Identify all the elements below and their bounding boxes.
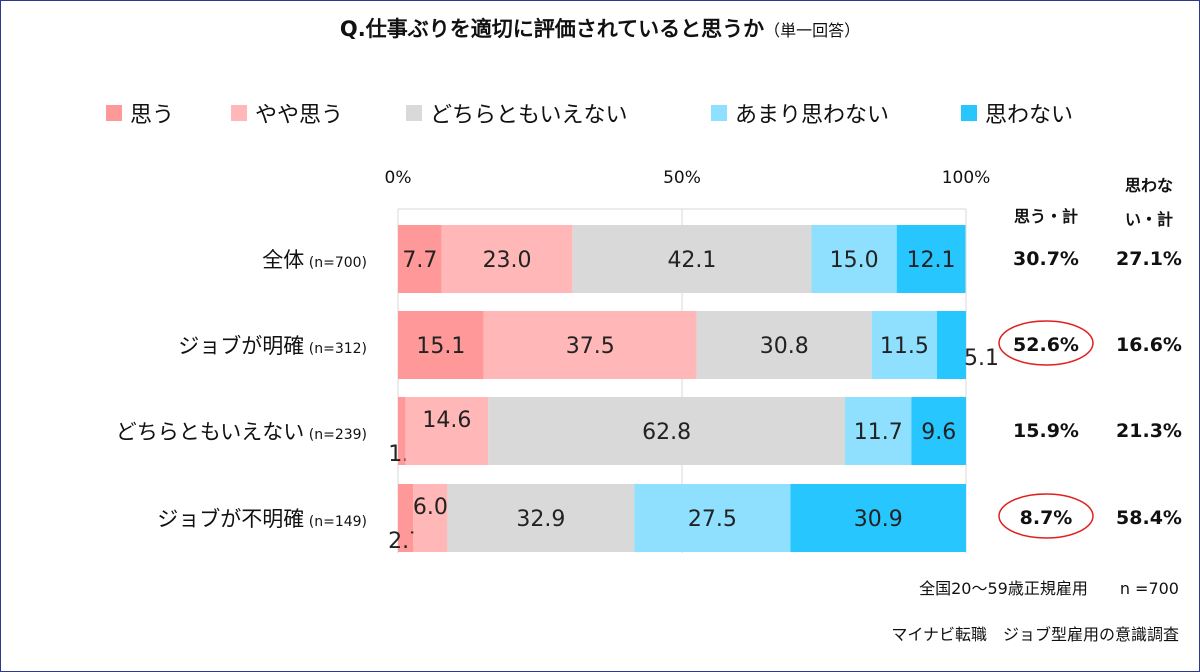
legend-label: 思う: [130, 103, 175, 128]
bar-segment: [811, 225, 897, 293]
data-label: 9.6: [921, 420, 956, 445]
data-label: 32.9: [516, 507, 565, 532]
bar-segment: [405, 397, 489, 465]
legend-swatch: [106, 105, 122, 121]
data-label: 42.1: [667, 248, 716, 273]
x-tick-label: 100%: [941, 168, 991, 188]
data-label: 6.0: [413, 495, 448, 520]
category-label: ジョブが不明確 (n=149): [157, 503, 367, 533]
data-label: 27.5: [688, 507, 737, 532]
bar-segment: [845, 397, 912, 465]
data-label: 15.0: [830, 248, 879, 273]
legend-item: やや思う: [231, 97, 343, 129]
bar-segment: [483, 311, 697, 379]
category-n: (n=149): [304, 514, 367, 530]
legend-item: どちらともいえない: [406, 97, 628, 129]
category-name: 全体: [262, 248, 305, 272]
legend-swatch: [406, 105, 422, 121]
disagree-total: 21.3%: [1116, 420, 1182, 442]
title-sub: （単一回答）: [764, 21, 861, 40]
bar-segment: [896, 225, 966, 293]
agree-total: 30.7%: [1013, 248, 1079, 270]
bar-segment: [871, 311, 938, 379]
data-label: 14.6: [422, 408, 471, 433]
data-label: 37.5: [566, 334, 615, 359]
bar-segment: [572, 225, 812, 293]
title-text: Q.仕事ぶりを適切に評価されていると思うか: [339, 17, 765, 41]
bar-segment: [398, 225, 442, 293]
x-tick-label: 50%: [663, 168, 701, 188]
category-label: ジョブが明確 (n=312): [178, 330, 367, 360]
data-label: 7.7: [402, 248, 437, 273]
bar-segment: [398, 484, 414, 552]
disagree-total: 58.4%: [1116, 507, 1182, 529]
data-label: 62.8: [642, 420, 691, 445]
agree-total: 8.7%: [1019, 507, 1073, 529]
bar-segment: [911, 397, 966, 465]
legend-label: やや思う: [255, 103, 344, 128]
chart-title: Q.仕事ぶりを適切に評価されていると思うか（単一回答）: [1, 13, 1199, 43]
bar-segment: [634, 484, 791, 552]
data-label: 5.1: [964, 346, 999, 371]
agree-total: 52.6%: [1013, 334, 1079, 356]
note-sample: 全国20～59歳正規雇用 n =700: [919, 579, 1179, 598]
legend-item: 思わない: [961, 97, 1073, 129]
agree-total-header: 思う・計: [1013, 207, 1078, 226]
category-name: どちらともいえない: [115, 420, 305, 444]
category-n: (n=700): [304, 255, 367, 271]
category-n: (n=312): [304, 341, 367, 357]
disagree-total: 16.6%: [1116, 334, 1182, 356]
bar-segment: [696, 311, 872, 379]
bar-segment: [398, 397, 406, 465]
bar-segment: [413, 484, 448, 552]
bar-segment: [790, 484, 966, 552]
legend-swatch: [711, 105, 727, 121]
legend-swatch: [961, 105, 977, 121]
category-n: (n=239): [304, 427, 367, 443]
legend-item: あまり思わない: [711, 97, 889, 129]
category-name: ジョブが明確: [178, 334, 305, 358]
legend-label: 思わない: [985, 103, 1074, 128]
highlight-circle: [998, 493, 1094, 539]
category-label: 全体 (n=700): [262, 244, 367, 274]
data-label: 15.1: [416, 334, 465, 359]
bar-segment: [398, 311, 484, 379]
bar-segment: [441, 225, 573, 293]
legend-item: 思う: [106, 97, 174, 129]
data-label: 23.0: [483, 248, 532, 273]
bar-segment: [447, 484, 635, 552]
legend-label: どちらともいえない: [430, 103, 628, 128]
data-label: 30.9: [854, 507, 903, 532]
agree-total: 15.9%: [1013, 420, 1079, 442]
note-source: マイナビ転職 ジョブ型雇用の意識調査: [891, 625, 1179, 644]
disagree-total: 27.1%: [1116, 248, 1182, 270]
data-label: 30.8: [760, 334, 809, 359]
bar-segment: [937, 311, 966, 379]
disagree-total-header: 思わな い・計: [1124, 176, 1173, 229]
category-name: ジョブが不明確: [157, 507, 305, 531]
category-label: どちらともいえない (n=239): [116, 416, 367, 446]
data-label: 11.7: [854, 420, 903, 445]
bar-segment: [488, 397, 846, 465]
legend-label: あまり思わない: [735, 103, 890, 128]
highlight-circle: [998, 320, 1094, 366]
x-tick-label: 0%: [384, 168, 412, 188]
data-label: 11.5: [880, 334, 929, 359]
data-label: 12.1: [907, 248, 956, 273]
legend-swatch: [231, 105, 247, 121]
